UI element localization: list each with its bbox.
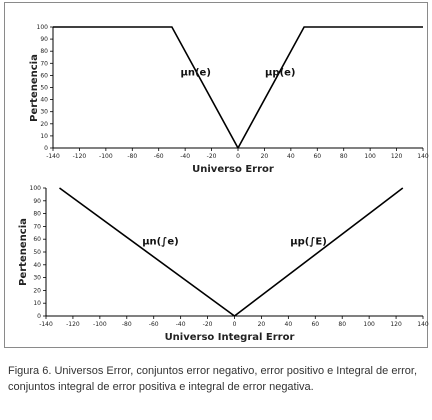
y-tick-label: 20 xyxy=(33,287,41,294)
x-tick-label: -40 xyxy=(180,153,190,160)
x-tick-label: -60 xyxy=(149,321,159,328)
chart-2: 0 10 20 30 40 50 60 70 80 90 100 -140 -120 -100 -80 -60… xyxy=(18,185,429,343)
y-tick-label: 90 xyxy=(40,36,48,43)
x-tick-label: 40 xyxy=(287,153,295,160)
x-tick-label: -100 xyxy=(93,321,107,328)
chart-1: 0 10 20 30 40 50 60 70 80 90 100 -140 -120 -100 -80 -60… xyxy=(29,24,429,175)
y-tick-label: 40 xyxy=(33,262,41,269)
series-line-2 xyxy=(234,187,404,317)
x-tick-label: 20 xyxy=(258,321,266,328)
x-tick-label: -80 xyxy=(127,153,137,160)
y-tick-label: 70 xyxy=(40,60,48,67)
y-tick-label: 40 xyxy=(40,97,48,104)
x-tick-label: -60 xyxy=(154,153,164,160)
x-tick-label: 20 xyxy=(261,153,269,160)
x-tick-label: -100 xyxy=(99,153,113,160)
x-tick-label: 40 xyxy=(285,321,293,328)
x-tick-label: 80 xyxy=(340,153,348,160)
x-tick-label: 80 xyxy=(338,321,346,328)
y-tick-label: 50 xyxy=(33,249,41,256)
x-tick-label: -40 xyxy=(176,321,186,328)
x-tick-label: 120 xyxy=(391,153,403,160)
x-tick-label: 0 xyxy=(236,153,240,160)
x-tick-label: -140 xyxy=(39,321,53,328)
y-tick-label: 0 xyxy=(37,313,41,320)
y-tick-label: 10 xyxy=(33,300,41,307)
figure-caption: Figura 6. Universos Error, conjuntos err… xyxy=(8,365,418,393)
y-axis-title: Pertenencia xyxy=(18,218,29,286)
x-tick-label: 140 xyxy=(417,321,429,328)
x-tick-label: 140 xyxy=(417,153,429,160)
y-tick-label: 100 xyxy=(30,185,42,192)
x-axis-title: Universo Integral Error xyxy=(165,332,295,343)
series-line-2 xyxy=(237,26,423,149)
y-tick-label: 60 xyxy=(33,236,41,243)
x-tick-label: 60 xyxy=(313,153,321,160)
y-tick-label: 100 xyxy=(37,24,49,31)
y-tick-label: 20 xyxy=(40,121,48,128)
x-tick-label: 100 xyxy=(363,321,375,328)
y-tick-label: 30 xyxy=(33,275,41,282)
series-label-2: μp(e) xyxy=(265,67,295,78)
y-tick-label: 80 xyxy=(33,211,41,218)
y-axis-title: Pertenencia xyxy=(29,54,40,122)
y-tick-label: 90 xyxy=(33,198,41,205)
x-tick-label: 120 xyxy=(390,321,402,328)
y-tick-label: 60 xyxy=(40,72,48,79)
series-label-1: μn(e) xyxy=(181,67,211,78)
x-tick-label: -120 xyxy=(66,321,80,328)
x-tick-label: -20 xyxy=(207,153,217,160)
x-tick-label: 100 xyxy=(364,153,376,160)
x-tick-label: -80 xyxy=(122,321,132,328)
x-tick-label: -20 xyxy=(203,321,213,328)
y-tick-label: 50 xyxy=(40,85,48,92)
y-tick-label: 30 xyxy=(40,109,48,116)
x-tick-label: -120 xyxy=(73,153,87,160)
series-line-1 xyxy=(53,26,239,149)
series-label-1: μn(∫e) xyxy=(142,236,179,247)
y-tick-label: 70 xyxy=(33,223,41,230)
y-tick-label: 80 xyxy=(40,48,48,55)
x-tick-label: -140 xyxy=(46,153,60,160)
x-tick-label: 0 xyxy=(233,321,237,328)
x-tick-label: 60 xyxy=(311,321,319,328)
series-line-1 xyxy=(59,187,235,317)
series-label-2: μp(∫E) xyxy=(290,236,327,247)
x-axis-title: Universo Error xyxy=(192,164,274,175)
figure-frame xyxy=(4,2,428,348)
y-tick-label: 10 xyxy=(40,133,48,140)
y-tick-label: 0 xyxy=(44,145,48,152)
